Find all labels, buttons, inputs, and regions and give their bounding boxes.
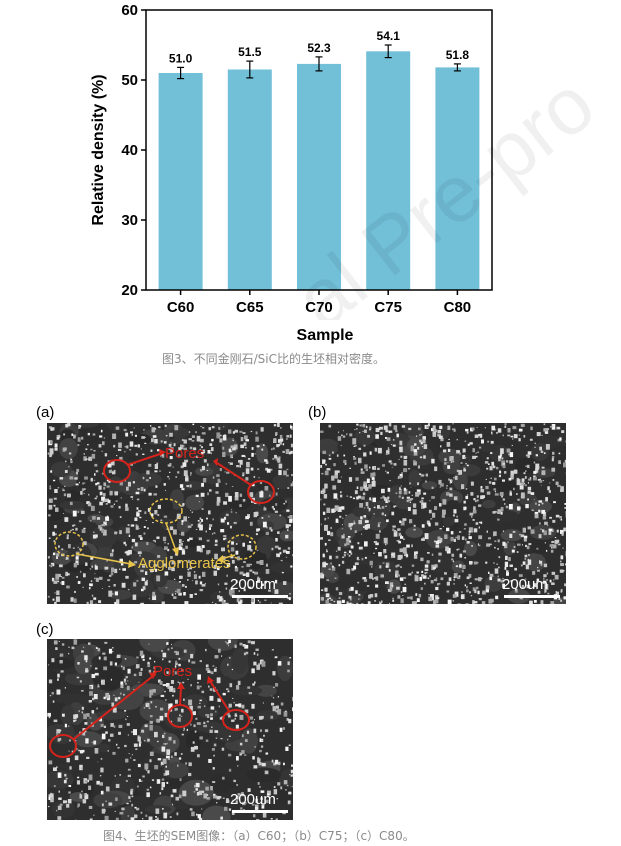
error-bars-layer [177,44,461,80]
pore-circle [103,459,131,483]
bars-layer [158,51,480,291]
panel-a-label: (a) [36,404,55,421]
value-labels-layer: 51.0 51.5 52.3 54.1 51.8 [169,29,469,65]
bar-C80 [435,67,480,291]
value-label-C75: 54.1 [377,29,401,43]
x-tick-label-C80: C80 [444,299,472,316]
value-label-C60: 51.0 [169,51,193,65]
y-tick-label-40: 40 [121,142,138,159]
value-label-C65: 51.5 [238,45,262,59]
figure3-caption: 图3、不同金刚石/SiC比的生坯相对密度。 [162,352,386,366]
agglomerates-label-a: Agglomerates [138,555,231,572]
pore-circle [222,709,250,731]
scale-label-c: 200um [230,791,276,808]
panel-c-label: (c) [36,621,54,638]
sem-image-b [320,423,566,604]
pores-label-a: Pores [165,445,205,462]
x-axis-title: Sample [297,327,354,344]
figure4-caption: 图4、生坯的SEM图像：（a）C60；（b）C75；（c）C80。 [103,829,415,843]
panel-c-annotations [49,672,250,758]
bar-C70 [297,63,341,291]
sem-texture [47,639,293,820]
error-bar-C75 [384,44,392,59]
agglomerate-circle [54,531,84,557]
error-bar-C65 [246,60,254,79]
bar-C75 [366,51,411,290]
panel-b-label: (b) [308,404,327,421]
y-ticks-layer: 20 30 40 50 60 [121,2,146,299]
scale-bar-c [232,810,288,813]
sem-image-a [47,423,293,604]
value-label-C80: 51.8 [446,48,470,62]
scale-label-b: 200um [502,576,548,593]
agglomerate-circle [149,498,183,524]
y-tick-label-50: 50 [121,72,138,89]
bar-C65 [227,69,272,290]
panel-a-annotations [54,449,275,568]
value-label-C70: 52.3 [307,41,331,55]
pore-circle [167,704,193,728]
sem-texture [47,423,293,604]
error-bar-C60 [177,66,185,80]
x-tick-label-C70: C70 [305,299,333,316]
pore-circle [247,480,275,504]
pore-circle [49,734,77,758]
y-tick-label-60: 60 [121,2,138,19]
error-bar-C70 [315,56,323,72]
x-ticks-layer: C60 C65 C70 C75 C80 [167,290,471,316]
x-tick-label-C75: C75 [374,299,402,316]
bar-C60 [158,73,203,290]
scale-bar-a [232,595,288,598]
y-tick-label-30: 30 [121,212,138,229]
x-tick-label-C65: C65 [236,299,264,316]
scale-label-a: 200um [230,576,276,593]
relative-density-bar-chart: 51.0 51.5 52.3 54.1 51.8 20 30 40 50 60 C60 C65 C7… [90,2,493,344]
error-bar-C80 [453,63,461,72]
sem-texture [320,423,566,604]
pores-label-c: Pores [153,663,193,680]
y-tick-label-20: 20 [121,282,138,299]
y-axis-title: Relative density (%) [90,74,107,225]
scale-bar-b [504,595,560,598]
x-tick-label-C60: C60 [167,299,195,316]
agglomerate-circle [227,534,257,560]
sem-image-c [47,639,293,820]
